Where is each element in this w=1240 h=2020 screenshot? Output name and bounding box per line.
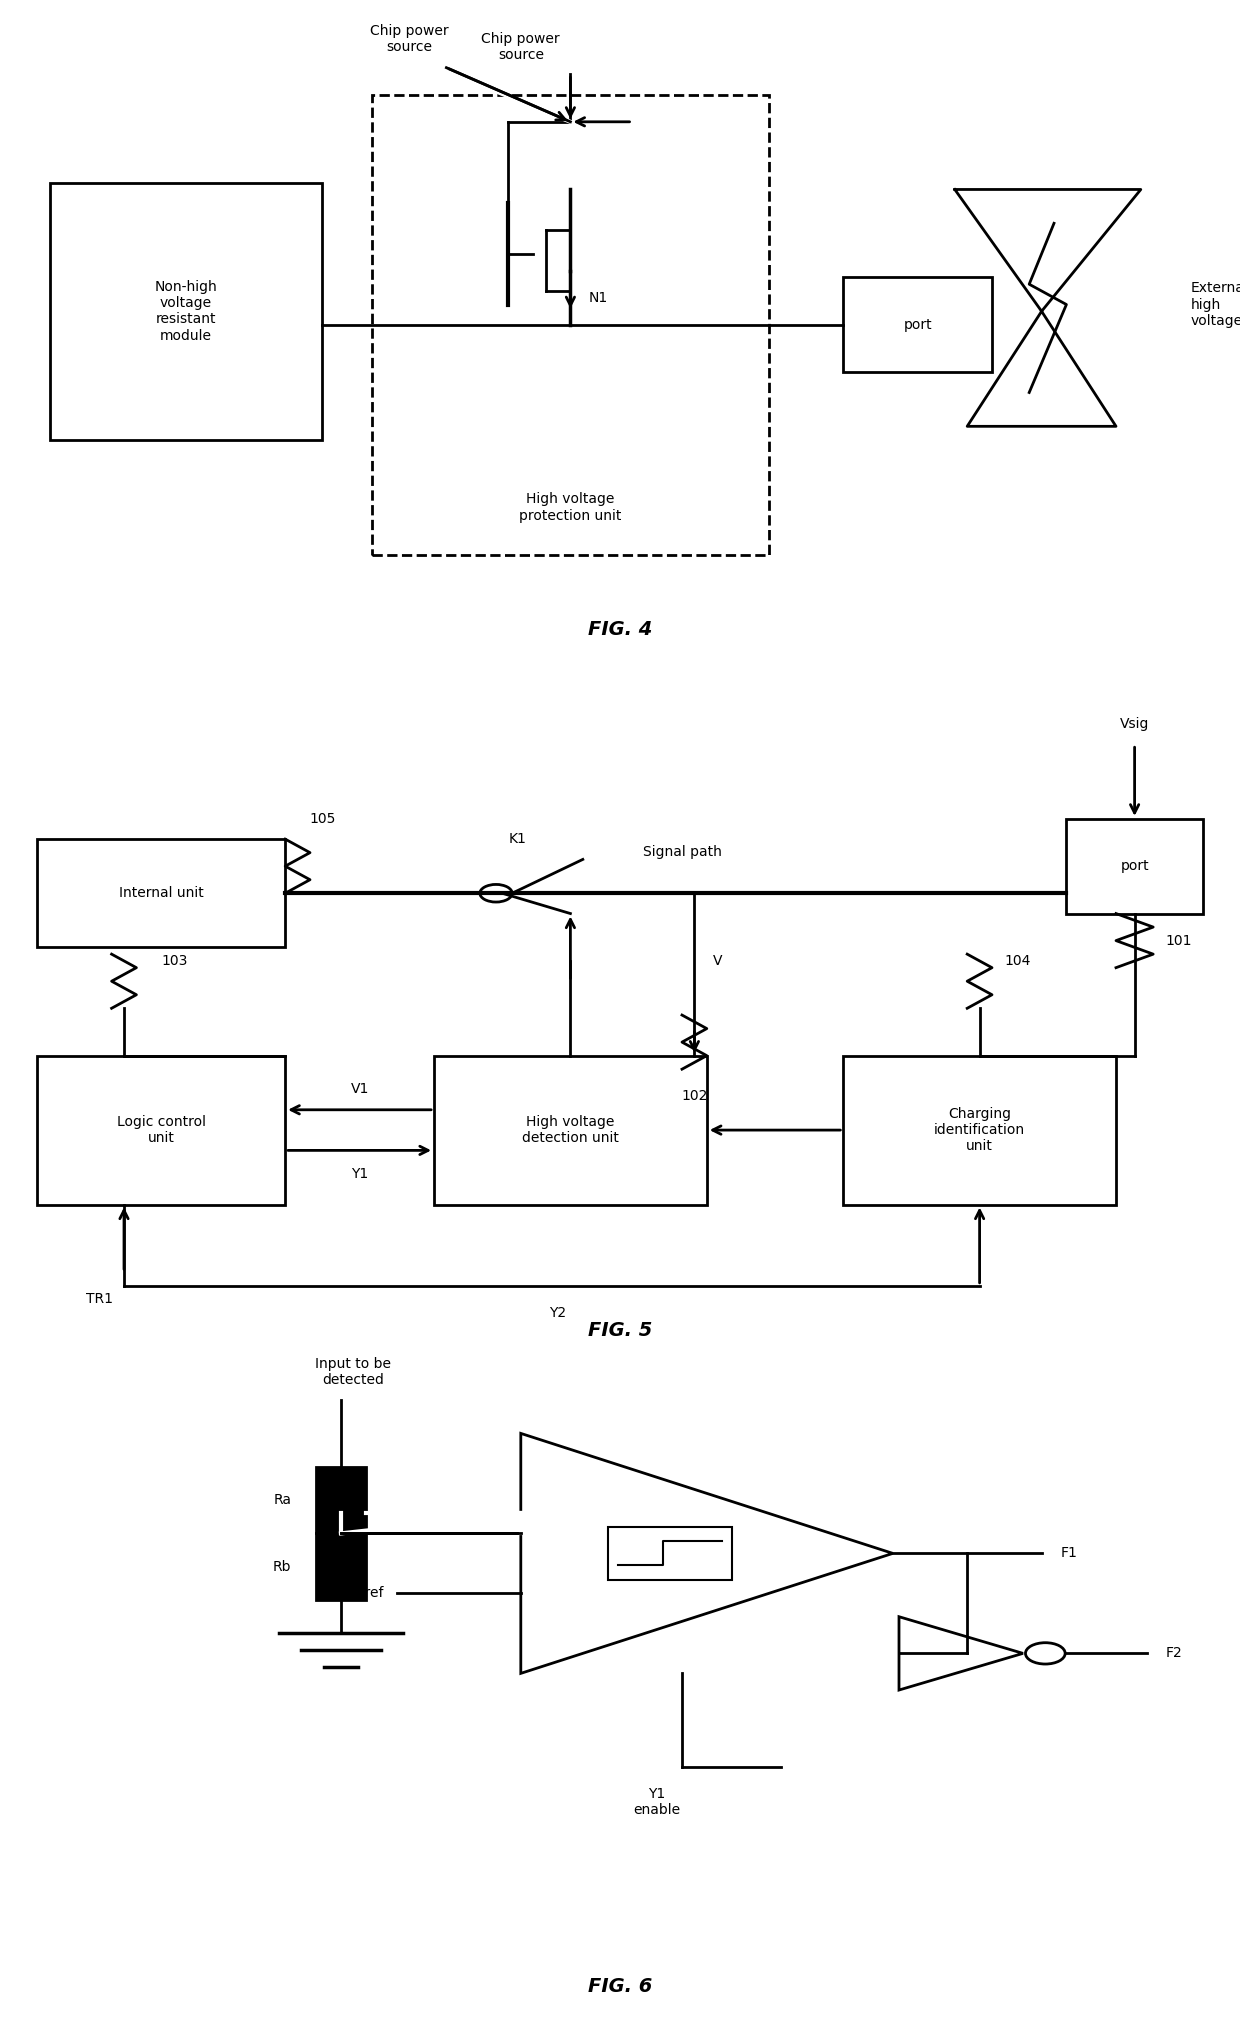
Text: FIG. 4: FIG. 4	[588, 620, 652, 638]
Text: Y1: Y1	[351, 1168, 368, 1182]
Bar	[1066, 818, 1203, 913]
Text: 103: 103	[161, 953, 187, 968]
Text: Ra: Ra	[273, 1493, 291, 1507]
Text: External
high
voltage: External high voltage	[1190, 281, 1240, 327]
Text: 105: 105	[309, 812, 336, 826]
Text: F2: F2	[1166, 1646, 1183, 1660]
Text: Y2: Y2	[549, 1307, 567, 1319]
Text: High voltage
protection unit: High voltage protection unit	[520, 493, 621, 523]
Bar	[372, 95, 769, 556]
Bar	[316, 1467, 366, 1533]
Text: Vsig: Vsig	[1120, 717, 1149, 731]
Text: TR1: TR1	[86, 1293, 113, 1307]
Text: 101: 101	[1166, 933, 1192, 947]
Text: port: port	[1120, 858, 1149, 873]
Bar	[316, 1533, 366, 1600]
Text: port: port	[903, 317, 932, 331]
Text: FIG. 5: FIG. 5	[588, 1321, 652, 1339]
Text: Input to be
detected: Input to be detected	[315, 1357, 392, 1386]
Text: 102: 102	[681, 1089, 708, 1103]
Text: V: V	[713, 953, 723, 968]
Text: N1: N1	[589, 291, 609, 305]
Text: V1: V1	[351, 1083, 368, 1097]
Bar	[843, 277, 992, 372]
Text: Non-high
voltage
resistant
module: Non-high voltage resistant module	[155, 281, 217, 343]
Text: F1: F1	[1060, 1547, 1078, 1559]
Bar	[434, 1056, 707, 1204]
Text: Logic control
unit: Logic control unit	[117, 1115, 206, 1145]
Text: Chip power
source: Chip power source	[481, 32, 560, 63]
Text: Charging
identification
unit: Charging identification unit	[934, 1107, 1025, 1153]
Bar	[843, 1056, 1116, 1204]
Bar	[50, 182, 322, 440]
Text: Vref: Vref	[356, 1586, 384, 1600]
Text: Y1
enable: Y1 enable	[634, 1786, 681, 1816]
Text: Rb: Rb	[273, 1559, 291, 1574]
Bar	[37, 1056, 285, 1204]
Text: High voltage
detection unit: High voltage detection unit	[522, 1115, 619, 1145]
Text: Signal path: Signal path	[642, 846, 722, 858]
Bar	[608, 1527, 732, 1580]
Text: 104: 104	[1004, 953, 1030, 968]
Text: Internal unit: Internal unit	[119, 887, 203, 901]
Text: K1: K1	[508, 832, 526, 846]
Text: Chip power
source: Chip power source	[370, 24, 449, 55]
Text: FIG. 6: FIG. 6	[588, 1978, 652, 1996]
Bar	[37, 838, 285, 947]
